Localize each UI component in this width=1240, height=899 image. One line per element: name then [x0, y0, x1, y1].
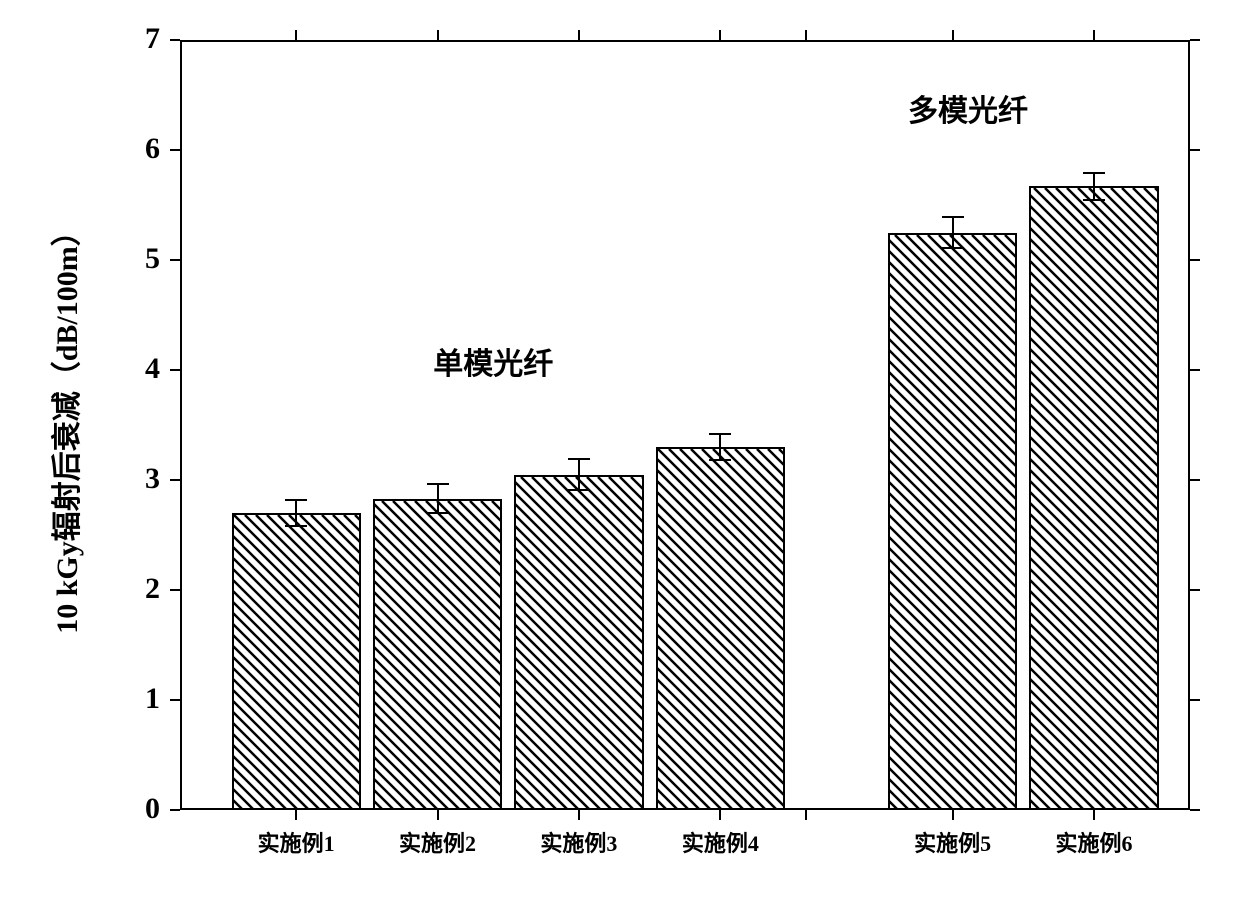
y-tick	[170, 369, 180, 371]
x-tick	[578, 810, 580, 820]
y-tick	[170, 149, 180, 151]
y-tick	[1190, 369, 1200, 371]
y-tick-label: 0	[120, 792, 160, 826]
error-bar-cap	[942, 216, 964, 218]
x-tick	[437, 810, 439, 820]
y-tick	[170, 699, 180, 701]
x-tick-label: 实施例4	[650, 826, 790, 858]
error-bar-cap	[568, 458, 590, 460]
y-tick	[1190, 809, 1200, 811]
y-tick	[170, 589, 180, 591]
y-tick-label: 5	[120, 242, 160, 276]
error-bar-stem	[952, 217, 954, 248]
error-bar-stem	[295, 500, 297, 526]
x-tick	[719, 810, 721, 820]
x-tick	[295, 810, 297, 820]
y-tick-label: 6	[120, 132, 160, 166]
x-tick	[805, 810, 807, 820]
bar	[373, 499, 502, 810]
error-bar-cap	[427, 512, 449, 514]
y-tick	[170, 259, 180, 261]
bar	[1029, 186, 1158, 810]
y-tick-label: 3	[120, 462, 160, 496]
y-tick	[1190, 699, 1200, 701]
y-tick	[170, 479, 180, 481]
bar	[232, 513, 361, 810]
y-tick	[1190, 149, 1200, 151]
chart-annotation: 单模光纤	[433, 339, 553, 383]
y-tick-label: 7	[120, 22, 160, 56]
error-bar-stem	[719, 434, 721, 460]
x-tick	[805, 30, 807, 40]
error-bar-cap	[942, 247, 964, 249]
x-tick	[952, 30, 954, 40]
error-bar-cap	[709, 459, 731, 461]
x-tick-label: 实施例5	[883, 826, 1023, 858]
y-axis-label: 10 kGy辐射后衰减（dB/100m）	[42, 75, 82, 775]
x-tick	[1093, 30, 1095, 40]
x-tick	[1093, 810, 1095, 820]
y-tick	[170, 809, 180, 811]
error-bar-cap	[1083, 172, 1105, 174]
bar	[656, 447, 785, 810]
error-bar-cap	[427, 483, 449, 485]
x-tick	[437, 30, 439, 40]
bar	[888, 233, 1017, 811]
error-bar-stem	[578, 459, 580, 490]
y-tick	[1190, 39, 1200, 41]
x-tick-label: 实施例1	[226, 826, 366, 858]
y-tick	[1190, 479, 1200, 481]
error-bar-cap	[709, 433, 731, 435]
error-bar-cap	[285, 525, 307, 527]
x-tick	[295, 30, 297, 40]
y-tick-label: 2	[120, 572, 160, 606]
x-tick	[952, 810, 954, 820]
error-bar-cap	[1083, 199, 1105, 201]
error-bar-cap	[568, 489, 590, 491]
x-tick-label: 实施例6	[1024, 826, 1164, 858]
error-bar-stem	[1093, 173, 1095, 199]
y-tick-label: 4	[120, 352, 160, 386]
x-tick	[719, 30, 721, 40]
x-tick-label: 实施例2	[368, 826, 508, 858]
y-tick	[1190, 259, 1200, 261]
bar	[514, 475, 643, 811]
y-tick	[1190, 589, 1200, 591]
bar-chart: 10 kGy辐射后衰减（dB/100m） 01234567实施例1实施例2实施例…	[0, 0, 1240, 899]
error-bar-stem	[437, 484, 439, 513]
error-bar-cap	[285, 499, 307, 501]
y-tick	[170, 39, 180, 41]
y-tick-label: 1	[120, 682, 160, 716]
chart-annotation: 多模光纤	[908, 86, 1028, 130]
x-tick	[578, 30, 580, 40]
x-tick-label: 实施例3	[509, 826, 649, 858]
